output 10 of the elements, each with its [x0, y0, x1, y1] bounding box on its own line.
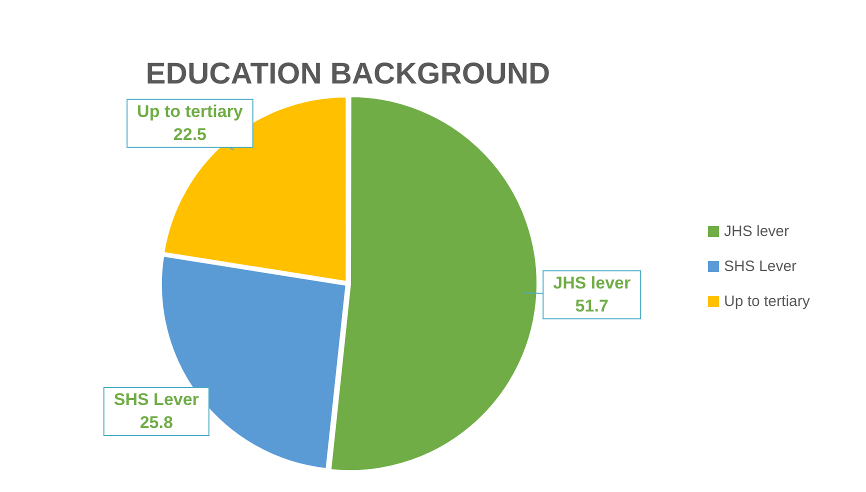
legend-label: Up to tertiary: [724, 292, 810, 310]
legend-label: JHS lever: [724, 222, 790, 240]
chart-title: EDUCATION BACKGROUND: [146, 57, 550, 90]
legend-label: SHS Lever: [724, 258, 797, 274]
slice-label: Up to tertiary: [137, 102, 244, 122]
data-label: 25.8: [140, 413, 173, 432]
slice-label: JHS lever: [553, 273, 631, 292]
slice-label: SHS Lever: [114, 390, 200, 410]
data-label: 22.5: [173, 125, 206, 144]
data-label: 51.7: [575, 296, 608, 316]
